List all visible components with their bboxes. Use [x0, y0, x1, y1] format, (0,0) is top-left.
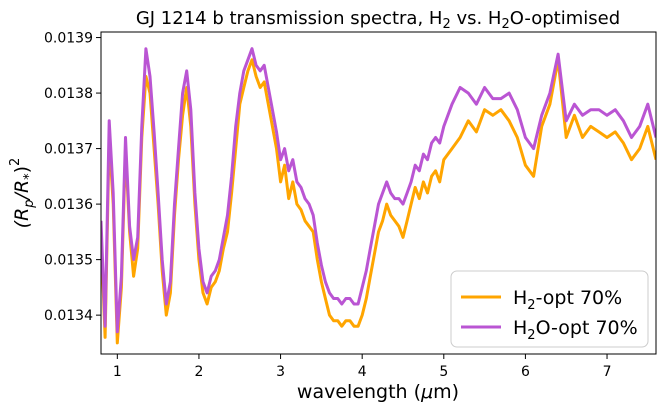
y-tick-label: 0.0139 — [44, 31, 93, 47]
y-axis: 0.0134 0.0135 0.0136 0.0137 0.0138 0.0139 — [44, 31, 101, 324]
title-part: GJ 1214 b transmission spectra, H — [136, 8, 443, 29]
y-tick-label: 0.0136 — [44, 197, 93, 213]
x-axis-label: wavelength (μm) — [297, 381, 459, 403]
ylabel-part: (R — [11, 208, 33, 229]
title-subscript: 2 — [442, 17, 450, 32]
title-part: vs. H — [451, 8, 502, 29]
legend-subscript: 2 — [527, 328, 535, 343]
y-tick-label: 0.0137 — [44, 142, 93, 158]
legend-part: H — [513, 317, 527, 339]
y-tick-label: 0.0138 — [44, 86, 93, 102]
y-tick-label: 0.0135 — [44, 253, 93, 269]
ylabel-superscript: 2 — [8, 158, 23, 166]
ylabel-subscript: * — [22, 173, 37, 180]
x-tick-label: 3 — [276, 364, 285, 380]
legend-label-h2o-opt: H2O-opt 70% — [513, 317, 638, 343]
legend: H2-opt 70% H2O-opt 70% — [450, 270, 649, 348]
chart-title: GJ 1214 b transmission spectra, H2 vs. H… — [136, 8, 620, 32]
legend-part: O-opt 70% — [536, 317, 638, 339]
xlabel-mu: μ — [420, 381, 433, 403]
x-tick-label: 7 — [603, 364, 612, 380]
ylabel-part: /R — [11, 180, 33, 202]
legend-label-h2-opt: H2-opt 70% — [513, 287, 622, 313]
x-tick-label: 5 — [439, 364, 448, 380]
x-tick-label: 2 — [194, 364, 203, 380]
series-line-h2o-opt — [101, 47, 656, 334]
xlabel-part: wavelength ( — [297, 381, 421, 403]
legend-subscript: 2 — [527, 298, 535, 313]
x-axis: 1 2 3 4 5 6 7 — [113, 354, 612, 380]
y-tick-label: 0.0134 — [44, 308, 93, 324]
legend-part: H — [513, 287, 527, 309]
x-tick-label: 4 — [358, 364, 367, 380]
y-axis-label: (Rp/R*)2 — [8, 158, 37, 229]
title-part: O-optimised — [510, 8, 620, 29]
x-tick-label: 1 — [113, 364, 122, 380]
plot-frame — [100, 31, 657, 355]
ylabel-part: ) — [11, 166, 33, 173]
xlabel-part: m) — [433, 381, 459, 403]
legend-part: -opt 70% — [536, 287, 623, 309]
title-subscript: 2 — [501, 17, 509, 32]
ylabel-subscript: p — [22, 199, 37, 208]
x-tick-label: 6 — [521, 364, 530, 380]
